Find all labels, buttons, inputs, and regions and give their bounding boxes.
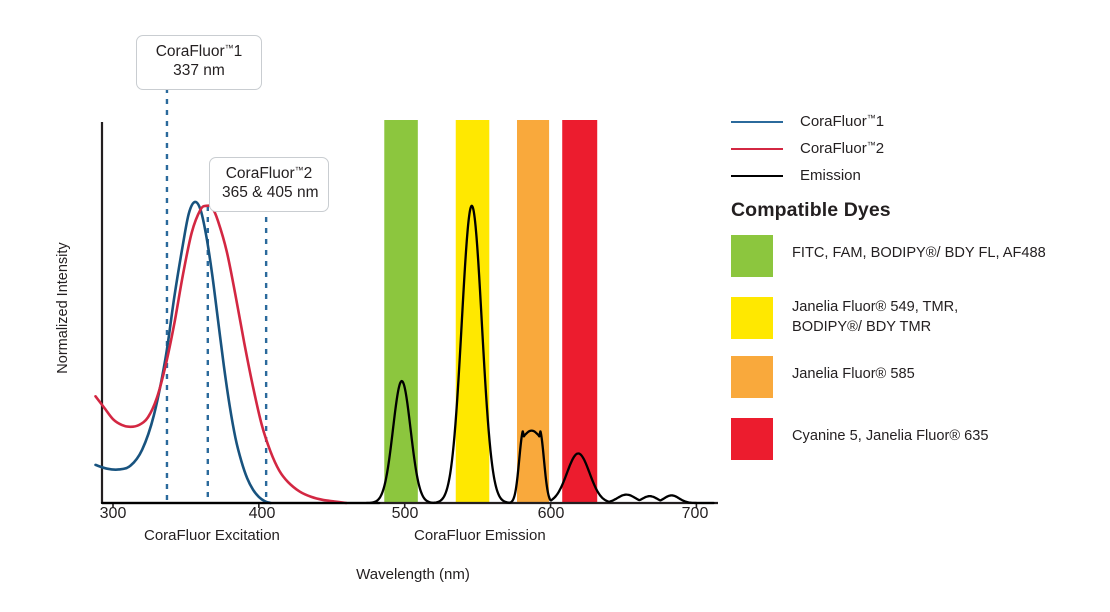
legend-line-emission (731, 174, 783, 177)
callout-corafluor1: CoraFluor™1 337 nm (136, 35, 262, 90)
compatible-dyes-list: FITC, FAM, BODIPY®/ BDY FL, AF488 Janeli… (731, 235, 1106, 480)
callout-1-line1: CoraFluor™1 (155, 43, 243, 60)
dye-swatch-red (731, 418, 773, 460)
dye-swatch-orange (731, 356, 773, 398)
dye-item-cyanine5: Cyanine 5, Janelia Fluor® 635 (731, 418, 1106, 460)
x-tick-600: 600 (537, 505, 565, 522)
dye-label-janelia549: Janelia Fluor® 549, TMR, BODIPY®/ BDY TM… (792, 299, 959, 335)
legend-line-corafluor2 (731, 147, 783, 150)
callout-corafluor2: CoraFluor™2 365 & 405 nm (209, 157, 329, 212)
legend-item-emission: Emission (731, 162, 1106, 189)
emission-curve (100, 204, 715, 505)
legend-item-corafluor1: CoraFluor™1 (731, 108, 1106, 135)
dye-item-janelia549: Janelia Fluor® 549, TMR, BODIPY®/ BDY TM… (731, 297, 1106, 339)
legend-label-emission: Emission (800, 167, 861, 184)
callout-1-line2: 337 nm (173, 61, 225, 79)
legend-item-corafluor2: CoraFluor™2 (731, 135, 1106, 162)
callout-2-line1: CoraFluor™2 (225, 165, 313, 182)
y-axis-label: Normalized Intensity (55, 242, 71, 374)
excitation-curve-corafluor1 (94, 200, 272, 505)
callout-2-line2: 365 & 405 nm (222, 183, 319, 201)
excitation-curve-corafluor2 (94, 204, 348, 505)
legend-line-corafluor1 (731, 120, 783, 123)
legend-label-corafluor2: CoraFluor™2 (800, 140, 885, 157)
emission-band-1 (455, 120, 490, 503)
dye-item-janelia585: Janelia Fluor® 585 (731, 356, 1106, 398)
dye-label-cyanine5: Cyanine 5, Janelia Fluor® 635 (792, 428, 989, 444)
x-tick-700: 700 (681, 505, 709, 522)
x-tick-300: 300 (99, 505, 127, 522)
axis-section-excitation: CoraFluor Excitation (144, 527, 280, 544)
dye-item-fitc: FITC, FAM, BODIPY®/ BDY FL, AF488 (731, 235, 1106, 277)
dye-swatch-green (731, 235, 773, 277)
x-tick-400: 400 (248, 505, 276, 522)
dye-swatch-yellow (731, 297, 773, 339)
series-legend: CoraFluor™1 CoraFluor™2 Emission (731, 108, 1106, 189)
axis-section-emission: CoraFluor Emission (414, 527, 546, 544)
legend-label-corafluor1: CoraFluor™1 (800, 113, 885, 130)
x-axis-label: Wavelength (nm) (356, 566, 470, 583)
dye-label-janelia585: Janelia Fluor® 585 (792, 366, 915, 382)
x-tick-500: 500 (391, 505, 419, 522)
compatible-dyes-title: Compatible Dyes (731, 199, 891, 221)
emission-band-2 (517, 120, 550, 503)
dye-label-fitc: FITC, FAM, BODIPY®/ BDY FL, AF488 (792, 245, 1046, 261)
emission-band-3 (562, 120, 598, 503)
